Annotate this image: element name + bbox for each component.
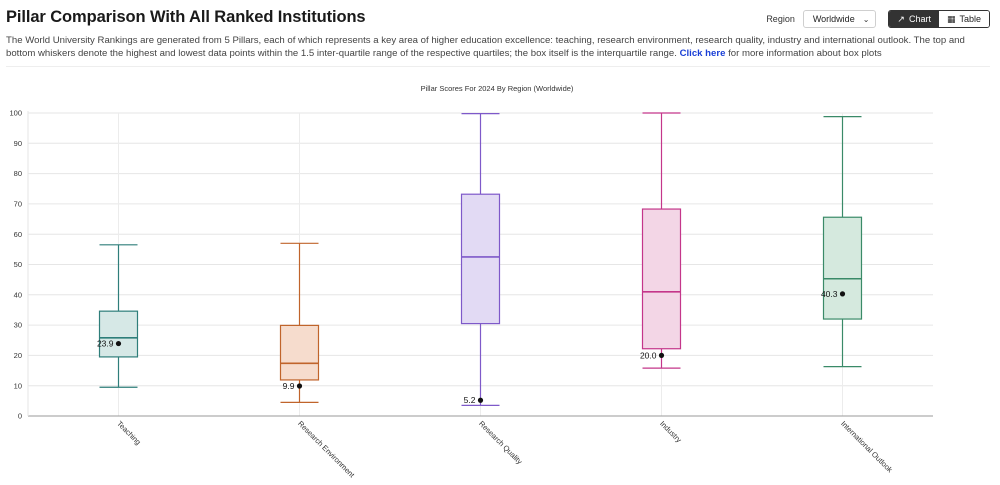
x-category-label: Research Environment (296, 419, 357, 480)
box-5: 40.3 (821, 116, 863, 368)
interquartile-box (98, 310, 139, 358)
y-tick-label: 10 (14, 381, 22, 390)
description: The World University Rankings are genera… (6, 34, 981, 60)
institution-point (658, 352, 665, 358)
chart-view-label: Chart (908, 14, 931, 24)
chevron-down-icon: ⌄ (862, 14, 870, 24)
x-category-label: International Outlook (839, 419, 894, 474)
x-axis: Teaching Research Environment Research Qua… (115, 419, 894, 480)
y-tick-label: 90 (14, 139, 22, 148)
line-chart-icon: ↗ (897, 13, 905, 24)
view-toggle: ↗ Chart ▦ Table (888, 10, 990, 28)
institution-point-label: 20.0 (640, 350, 657, 360)
chart-title: Pillar Scores For 2024 By Region (Worldw… (421, 84, 574, 93)
institution-point-label: 23.9 (97, 339, 114, 349)
region-label: Region (766, 14, 795, 24)
description-link-suffix: for more information about box plots (728, 48, 882, 60)
box-plot-info-link[interactable]: Click here (679, 48, 726, 60)
box-1: 23.9 (97, 244, 139, 388)
y-tick-label: 30 (14, 321, 22, 330)
x-category-label: Industry (658, 419, 683, 444)
divider (6, 66, 990, 67)
institution-point-label: 5.2 (464, 395, 476, 405)
x-category-label: Research Quality (477, 419, 524, 466)
box-2: 9.9 (279, 242, 320, 403)
y-tick-label: 50 (14, 260, 22, 269)
x-category-label: Teaching (115, 419, 143, 447)
table-view-button[interactable]: ▦ Table (938, 11, 989, 27)
box-3: 5.2 (460, 113, 501, 406)
interquartile-box (641, 208, 682, 350)
y-tick-label: 60 (14, 230, 22, 239)
y-axis: 0 10 20 30 40 50 60 70 80 90 100 (9, 109, 933, 421)
institution-point (296, 383, 303, 389)
description-text: The World University Rankings are genera… (6, 35, 965, 60)
interquartile-box (279, 324, 320, 381)
institution-point (115, 340, 122, 347)
chart-controls: Region Worldwide ⌄ ↗ Chart ▦ Table (766, 10, 990, 28)
box-4: 20.0 (640, 112, 682, 369)
y-tick-label: 80 (14, 169, 22, 178)
institution-point-label: 40.3 (821, 289, 838, 299)
interquartile-box (460, 193, 501, 325)
interquartile-box (822, 216, 863, 320)
y-tick-label: 70 (14, 200, 22, 209)
table-icon: ▦ (946, 13, 956, 24)
y-tick-label: 0 (18, 412, 22, 421)
page-title: Pillar Comparison With All Ranked Instit… (6, 8, 366, 26)
y-tick-label: 100 (9, 109, 22, 118)
boxes: 23.9 9.9 5.2 20.0 40.3 (97, 112, 863, 406)
table-view-label: Table (959, 14, 981, 24)
region-select[interactable]: Worldwide ⌄ (802, 10, 877, 28)
chart-view-button[interactable]: ↗ Chart (889, 11, 939, 27)
institution-point (839, 291, 846, 297)
institution-point (477, 397, 484, 403)
y-tick-label: 20 (14, 351, 22, 360)
header: Pillar Comparison With All Ranked Instit… (6, 8, 990, 27)
institution-point-label: 9.9 (283, 381, 295, 391)
region-value: Worldwide (812, 14, 855, 24)
y-tick-label: 40 (14, 290, 22, 299)
